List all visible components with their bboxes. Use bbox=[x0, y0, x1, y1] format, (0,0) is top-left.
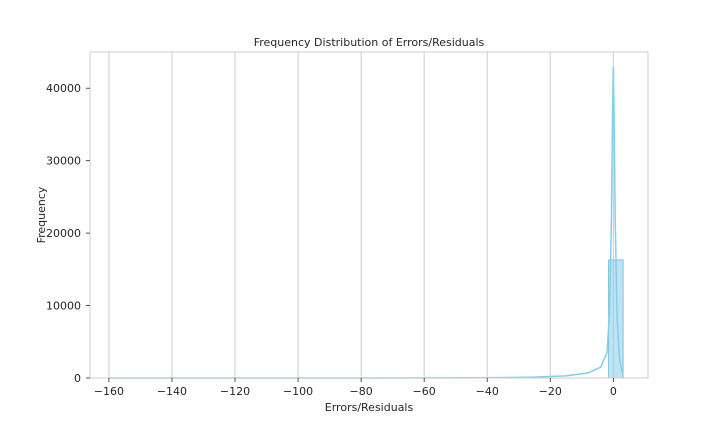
x-tick-label: 0 bbox=[610, 385, 617, 398]
x-tick-label: −20 bbox=[539, 385, 562, 398]
x-axis-label: Errors/Residuals bbox=[325, 401, 414, 414]
plot-frame bbox=[89, 51, 649, 379]
x-tick-label: −60 bbox=[413, 385, 436, 398]
y-tick-label: 0 bbox=[74, 372, 81, 385]
x-tick-label: −160 bbox=[94, 385, 124, 398]
y-tick-label: 10000 bbox=[46, 300, 81, 313]
y-tick-label: 20000 bbox=[46, 227, 81, 240]
x-tick-label: −100 bbox=[283, 385, 313, 398]
x-tick-label: −140 bbox=[157, 385, 187, 398]
y-axis-ticks: 0 10000 20000 30000 40000 bbox=[46, 82, 90, 385]
y-tick-label: 40000 bbox=[46, 82, 81, 95]
plot-area bbox=[90, 52, 648, 378]
chart-title: Frequency Distribution of Errors/Residua… bbox=[254, 36, 485, 49]
x-tick-label: −120 bbox=[220, 385, 250, 398]
x-tick-label: −80 bbox=[350, 385, 373, 398]
x-axis-ticks: −160 −140 −120 −100 −80 −60 −40 −20 0 bbox=[94, 378, 617, 398]
x-tick-label: −40 bbox=[476, 385, 499, 398]
y-axis-label: Frequency bbox=[35, 186, 48, 243]
y-tick-label: 30000 bbox=[46, 155, 81, 168]
